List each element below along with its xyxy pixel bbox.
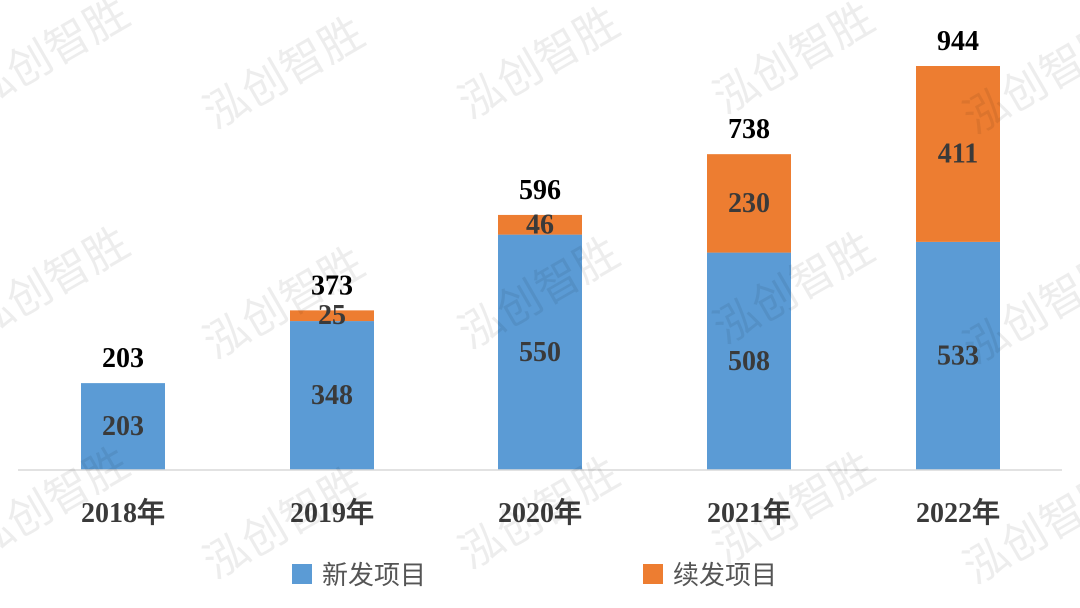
data-label: 348	[311, 380, 353, 411]
total-label: 944	[937, 26, 979, 57]
data-label: 533	[937, 340, 979, 371]
legend-label: 新发项目	[322, 561, 426, 591]
x-tick-label: 2018年	[81, 496, 165, 529]
x-tick-label: 2020年	[498, 496, 582, 529]
legend: 新发项目 续发项目	[292, 561, 777, 591]
total-label: 596	[519, 175, 561, 206]
data-label: 411	[938, 138, 978, 169]
bar-segment	[498, 214, 582, 235]
data-label: 550	[519, 337, 561, 368]
data-label: 46	[526, 209, 554, 240]
bar-segment	[498, 234, 582, 470]
watermark-text: 泓创智胜	[195, 7, 373, 139]
total-label: 738	[728, 114, 770, 145]
watermark-text: 泓创智胜	[450, 0, 628, 130]
data-label: 203	[102, 411, 144, 442]
bar-segment	[707, 154, 791, 253]
watermark-text: 泓创智胜	[705, 0, 883, 125]
legend-swatch	[643, 564, 663, 584]
bar-segment	[916, 241, 1000, 470]
watermark-text: 泓创智胜	[0, 217, 138, 349]
total-label: 373	[311, 270, 353, 301]
bar-segment	[81, 383, 165, 470]
legend-swatch	[292, 564, 312, 584]
data-label: 230	[728, 188, 770, 219]
watermark-text: 泓创智胜	[0, 0, 138, 120]
x-tick-label: 2021年	[707, 496, 791, 529]
data-label: 508	[728, 346, 770, 377]
data-label: 25	[318, 300, 346, 331]
bar-segment	[290, 321, 374, 470]
x-tick-label: 2019年	[290, 496, 374, 529]
bar-segment	[707, 252, 791, 470]
x-tick-label: 2022年	[916, 496, 1000, 529]
bars-layer	[81, 66, 1000, 470]
total-label: 203	[102, 343, 144, 374]
legend-label: 续发项目	[673, 561, 777, 591]
bar-segment	[916, 66, 1000, 242]
bar-segment	[290, 310, 374, 322]
